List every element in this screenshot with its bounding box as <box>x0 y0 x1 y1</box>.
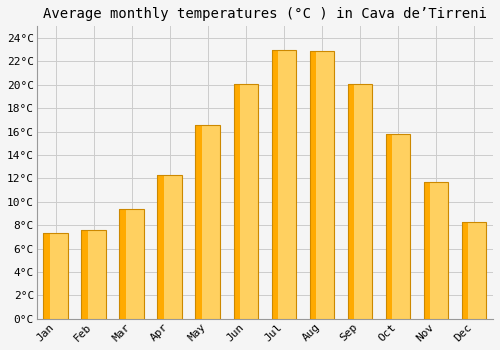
Bar <box>348 84 354 319</box>
Bar <box>82 230 106 319</box>
Bar <box>234 84 258 319</box>
Bar <box>386 134 410 319</box>
Bar <box>272 50 296 319</box>
Bar <box>44 233 68 319</box>
Bar <box>158 175 182 319</box>
Bar <box>424 182 448 319</box>
Bar <box>424 182 430 319</box>
Bar <box>120 209 144 319</box>
Bar <box>348 84 372 319</box>
Bar <box>310 51 334 319</box>
Bar <box>234 84 239 319</box>
Title: Average monthly temperatures (°C ) in Cava de’Tirreni: Average monthly temperatures (°C ) in Ca… <box>43 7 487 21</box>
Bar <box>462 222 486 319</box>
Bar <box>158 175 164 319</box>
Bar <box>272 50 278 319</box>
Bar <box>310 51 316 319</box>
Bar <box>120 209 126 319</box>
Bar <box>196 125 220 319</box>
Bar <box>82 230 87 319</box>
Bar <box>386 134 392 319</box>
Bar <box>44 233 50 319</box>
Bar <box>462 222 468 319</box>
Bar <box>196 125 202 319</box>
